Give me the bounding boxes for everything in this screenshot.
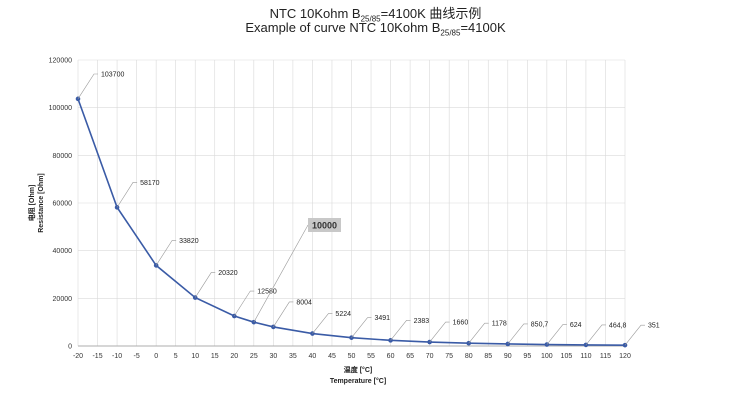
grid	[77, 59, 626, 347]
chart-title-en: Example of curve NTC 10Kohm B25/85=4100K	[0, 20, 751, 38]
data-label: 2383	[414, 318, 430, 325]
x-tick-label: -20	[73, 353, 83, 360]
data-label: 1178	[492, 321, 507, 328]
data-point	[153, 263, 159, 268]
x-tick-label: 80	[465, 353, 473, 360]
y-tick-label: 100000	[49, 105, 72, 112]
label-leader	[155, 240, 177, 266]
y-axis-ticks: 0 20000 40000 60000 80000 100000 120000	[49, 58, 72, 351]
label-leader	[116, 182, 138, 208]
label-leader	[390, 320, 411, 341]
title-line2-prefix: Example of curve NTC 10Kohm B	[245, 20, 441, 35]
x-tick-label: 0	[154, 353, 158, 360]
x-axis-ticks: -20 -15 -10 -5 0 5 10 15 20 25 30 35 40 45 50 55 60 65 70 7…	[73, 353, 631, 360]
y-tick-label: 60000	[53, 201, 73, 208]
x-tick-label: 120	[619, 353, 631, 360]
data-label: 850,7	[531, 321, 549, 328]
x-tick-label: 50	[348, 353, 356, 360]
series-line	[77, 98, 626, 346]
y-tick-label: 40000	[53, 248, 73, 255]
x-tick-label: 115	[600, 353, 611, 360]
data-label: 3491	[375, 315, 391, 322]
label-leader	[312, 313, 333, 334]
x-tick-label: 95	[523, 353, 531, 360]
y-tick-label: 80000	[53, 153, 73, 160]
data-label: 8004	[296, 299, 312, 306]
x-tick-label: 30	[269, 353, 277, 360]
x-tick-label: 90	[504, 353, 512, 360]
label-leader	[234, 290, 255, 317]
data-labels: 103700 58170 33820 20320 12580 10000 8004 5224 3…	[77, 72, 660, 346]
data-point	[231, 313, 237, 319]
x-tick-label: 55	[367, 353, 375, 360]
label-leader	[624, 324, 645, 346]
label-leader	[273, 301, 294, 328]
title-line1-sub: 25/85	[360, 14, 381, 24]
x-tick-label: 60	[387, 353, 395, 360]
x-tick-label: 45	[328, 353, 336, 360]
title-line2-suffix: =4100K	[460, 20, 506, 35]
x-tick-label: 100	[541, 353, 553, 360]
x-tick-label: -5	[133, 353, 139, 360]
y-tick-label: 20000	[53, 296, 73, 303]
x-axis-label: Temperature [°C]	[330, 377, 386, 385]
data-label: 5224	[335, 311, 351, 318]
highlight-label-box	[308, 218, 341, 232]
x-tick-label: 75	[445, 353, 453, 360]
y-tick-label: 120000	[49, 58, 72, 65]
label-leader	[253, 224, 309, 323]
data-label: 12580	[257, 289, 277, 296]
data-label: 103700	[101, 72, 124, 79]
label-leader	[77, 73, 98, 100]
title-line2-sub: 25/85	[440, 28, 461, 38]
x-tick-label: 5	[174, 353, 178, 360]
data-label: 624	[570, 322, 582, 329]
x-tick-label: 85	[484, 353, 492, 360]
title-line1-suffix: =4100K 曲线示例	[380, 6, 482, 21]
y-axis-label: Resistance [Ohm]	[38, 173, 45, 233]
chart-title-cn: NTC 10Kohm B25/85=4100K 曲线示例	[0, 3, 751, 24]
x-tick-label: 40	[309, 353, 317, 360]
data-label: 351	[648, 323, 660, 330]
x-tick-label: 20	[230, 353, 238, 360]
data-label: 1660	[453, 320, 469, 327]
data-label: 58170	[140, 180, 160, 187]
y-tick-label: 0	[68, 344, 72, 351]
data-label: 33820	[179, 238, 199, 245]
x-tick-label: 105	[561, 353, 573, 360]
data-point	[251, 319, 257, 325]
label-leader	[507, 323, 528, 345]
label-leader	[468, 322, 489, 344]
highlight-data-label: 10000	[312, 221, 337, 231]
x-tick-label: 65	[406, 353, 414, 360]
label-leader	[351, 317, 372, 338]
y-axis-label-cn: 电阻 [Ohm]	[27, 185, 36, 222]
x-tick-label: 70	[426, 353, 434, 360]
data-point	[271, 324, 276, 330]
x-tick-label: -10	[112, 353, 122, 360]
data-label: 20320	[218, 270, 238, 277]
data-label: 464,8	[609, 322, 627, 329]
x-tick-label: 35	[289, 353, 297, 360]
label-leader	[194, 272, 216, 298]
label-leader	[585, 324, 606, 346]
x-axis-label-cn: 温度 [°C]	[344, 365, 372, 374]
x-tick-label: -15	[92, 353, 102, 360]
x-tick-label: 25	[250, 353, 258, 360]
x-tick-label: 15	[211, 353, 219, 360]
x-tick-label: 110	[580, 353, 591, 360]
label-leader	[546, 324, 567, 345]
title-line1-prefix: NTC 10Kohm B	[269, 6, 361, 21]
x-tick-label: 10	[191, 353, 199, 360]
label-leader	[429, 321, 450, 343]
